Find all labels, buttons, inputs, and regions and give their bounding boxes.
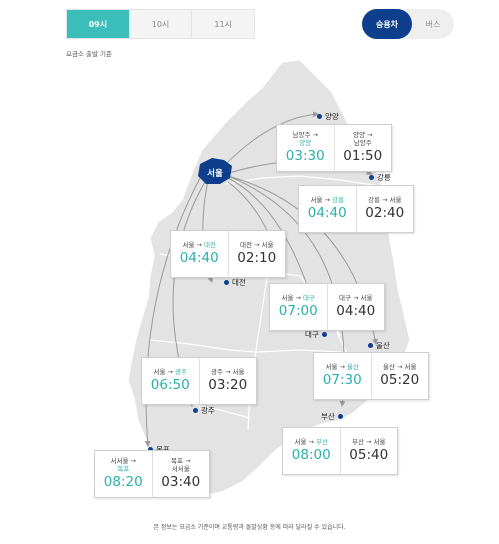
return-route: 대전 → 서울 (240, 241, 274, 250)
outbound-route: 서울 → 대구 (281, 294, 315, 303)
bus-button[interactable]: 버스 (425, 19, 441, 29)
card-gwangju: 서울 → 광주 06:50 광주 → 서울 03:20 (141, 357, 257, 405)
return-route: 목포 → 서서울 (171, 457, 191, 474)
outbound-time: 08:00 (291, 447, 331, 464)
outbound-route: 서울 → 강릉 (310, 196, 344, 205)
outbound-column: 서울 → 대전 04:40 (171, 231, 229, 277)
city-daegu: 대구 (305, 329, 327, 340)
return-column: 강릉 → 서울 02:40 (357, 186, 414, 232)
time-tabs: 09시 10시 11시 (66, 9, 255, 39)
outbound-route: 서울 → 부산 (294, 438, 328, 447)
location-dot-icon (368, 343, 373, 348)
outbound-route: 서울 → 광주 (153, 368, 187, 377)
outbound-route: 남양주 → 양양 (292, 131, 318, 148)
return-time: 04:40 (336, 303, 376, 320)
location-dot-icon (148, 447, 153, 452)
location-dot-icon (337, 414, 343, 419)
city-label: 광주 (201, 406, 215, 415)
return-time: 05:20 (380, 372, 420, 389)
outbound-column: 서울 → 울산 07:30 (314, 353, 372, 399)
card-gangneung: 서울 → 강릉 04:40 강릉 → 서울 02:40 (298, 185, 414, 233)
outbound-column: 남양주 → 양양 03:30 (277, 125, 335, 171)
card-ulsan: 서울 → 울산 07:30 울산 → 서울 05:20 (313, 352, 429, 400)
card-busan: 서울 → 부산 08:00 부산 → 서울 05:40 (282, 427, 398, 475)
location-dot-icon (317, 114, 322, 119)
return-column: 대전 → 서울 02:10 (229, 231, 286, 277)
outbound-column: 서울 → 부산 08:00 (283, 428, 341, 474)
outbound-route: 서울 → 울산 (325, 363, 359, 372)
card-daejeon: 서울 → 대전 04:40 대전 → 서울 02:10 (170, 230, 286, 278)
city-label: 울산 (376, 341, 390, 350)
city-label: 양양 (325, 112, 339, 121)
outbound-time: 04:40 (179, 250, 219, 267)
seoul-region (198, 158, 232, 184)
city-label: 강릉 (377, 173, 391, 182)
card-daegu: 서울 → 대구 07:00 대구 → 서울 04:40 (269, 283, 385, 331)
return-column: 양양 → 남양주 01:50 (335, 125, 392, 171)
outbound-column: 서서울 → 목포 08:20 (95, 451, 153, 497)
return-column: 부산 → 서울 05:40 (341, 428, 398, 474)
return-column: 울산 → 서울 05:20 (372, 353, 429, 399)
city-busan: 부산 (321, 411, 343, 422)
outbound-route: 서울 → 대전 (182, 241, 216, 250)
return-column: 광주 → 서울 03:20 (200, 358, 257, 404)
car-button[interactable]: 승용차 (362, 9, 412, 39)
footnote: 본 정보는 요금소 기준이며 교통량과 돌발상황 등에 따라 달라질 수 있습니… (153, 524, 346, 531)
tab-10[interactable]: 10시 (130, 10, 193, 38)
return-route: 대구 → 서울 (339, 294, 373, 303)
return-column: 목포 → 서서울 03:40 (153, 451, 210, 497)
return-route: 부산 → 서울 (352, 438, 386, 447)
return-time: 03:40 (161, 474, 201, 491)
outbound-time: 07:00 (278, 303, 318, 320)
city-daejeon: 대전 (224, 277, 246, 288)
location-dot-icon (224, 280, 229, 285)
return-time: 02:40 (365, 205, 405, 222)
return-time: 03:20 (208, 377, 248, 394)
return-time: 02:10 (237, 250, 277, 267)
vehicle-toggle: 승용차 버스 (362, 9, 454, 39)
card-mokpo: 서서울 → 목포 08:20 목포 → 서서울 03:40 (94, 450, 210, 498)
outbound-column: 서울 → 강릉 04:40 (299, 186, 357, 232)
return-time: 05:40 (349, 447, 389, 464)
seoul-label: 서울 (207, 169, 223, 179)
city-yangyang: 양양 (317, 111, 339, 122)
card-yangyang: 남양주 → 양양 03:30 양양 → 남양주 01:50 (276, 124, 392, 172)
outbound-time: 07:30 (322, 372, 362, 389)
outbound-time: 03:30 (285, 148, 325, 165)
outbound-column: 서울 → 대구 07:00 (270, 284, 328, 330)
city-gangneung: 강릉 (369, 172, 391, 183)
return-route: 강릉 → 서울 (368, 196, 402, 205)
outbound-time: 06:50 (150, 377, 190, 394)
basis-caption: 요금소 출발 기준 (66, 50, 112, 58)
return-column: 대구 → 서울 04:40 (328, 284, 385, 330)
location-dot-icon (321, 332, 327, 337)
return-route: 울산 → 서울 (383, 363, 417, 372)
city-label: 목포 (156, 444, 170, 455)
outbound-column: 서울 → 광주 06:50 (142, 358, 200, 404)
city-label: 부산 (321, 412, 335, 421)
city-mokpo: 목포 (148, 444, 170, 455)
return-route: 양양 → 남양주 (353, 131, 373, 148)
tab-11[interactable]: 11시 (214, 19, 232, 29)
location-dot-icon (369, 175, 374, 180)
city-gwangju: 광주 (193, 405, 215, 416)
outbound-time: 08:20 (103, 474, 143, 491)
city-label: 대전 (232, 278, 246, 287)
outbound-route: 서서울 → 목포 (110, 457, 136, 474)
tab-09[interactable]: 09시 (67, 10, 130, 38)
location-dot-icon (193, 408, 198, 413)
return-time: 01:50 (343, 148, 383, 165)
city-ulsan: 울산 (368, 340, 390, 351)
city-label: 대구 (305, 330, 319, 339)
return-route: 광주 → 서울 (211, 368, 245, 377)
outbound-time: 04:40 (307, 205, 347, 222)
